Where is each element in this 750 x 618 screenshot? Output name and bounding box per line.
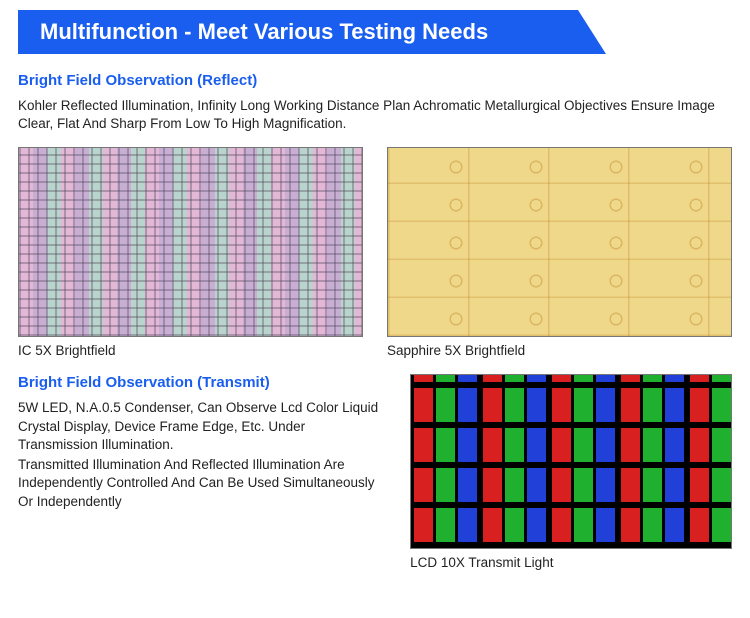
section-transmit-body-2: Transmitted Illumination And Reflected I… xyxy=(18,456,388,511)
section-transmit-body-1: 5W LED, N.A.0.5 Condenser, Can Observe L… xyxy=(18,399,388,454)
transmit-image-col: LCD 10X Transmit Light xyxy=(410,374,732,570)
section-reflect-body: Kohler Reflected Illumination, Infinity … xyxy=(18,97,732,133)
banner-title: Multifunction - Meet Various Testing Nee… xyxy=(18,10,732,54)
image-sapphire xyxy=(387,147,732,337)
section-transmit: Bright Field Observation (Transmit) 5W L… xyxy=(18,374,732,570)
caption-ic: IC 5X Brightfield xyxy=(18,343,363,358)
reflect-image-col-1: IC 5X Brightfield xyxy=(18,147,363,358)
image-ic-chip xyxy=(18,147,363,337)
section-transmit-title: Bright Field Observation (Transmit) xyxy=(18,374,388,391)
header-banner: Multifunction - Meet Various Testing Nee… xyxy=(18,10,732,54)
reflect-image-col-2: Sapphire 5X Brightfield xyxy=(387,147,732,358)
reflect-image-row: IC 5X Brightfield Sapphire 5X Brightfiel… xyxy=(18,147,732,358)
caption-lcd: LCD 10X Transmit Light xyxy=(410,555,732,570)
section-reflect: Bright Field Observation (Reflect) Kohle… xyxy=(18,72,732,358)
section-reflect-title: Bright Field Observation (Reflect) xyxy=(18,72,732,89)
transmit-text-col: Bright Field Observation (Transmit) 5W L… xyxy=(18,374,388,570)
image-lcd xyxy=(410,374,732,549)
caption-sapphire: Sapphire 5X Brightfield xyxy=(387,343,732,358)
